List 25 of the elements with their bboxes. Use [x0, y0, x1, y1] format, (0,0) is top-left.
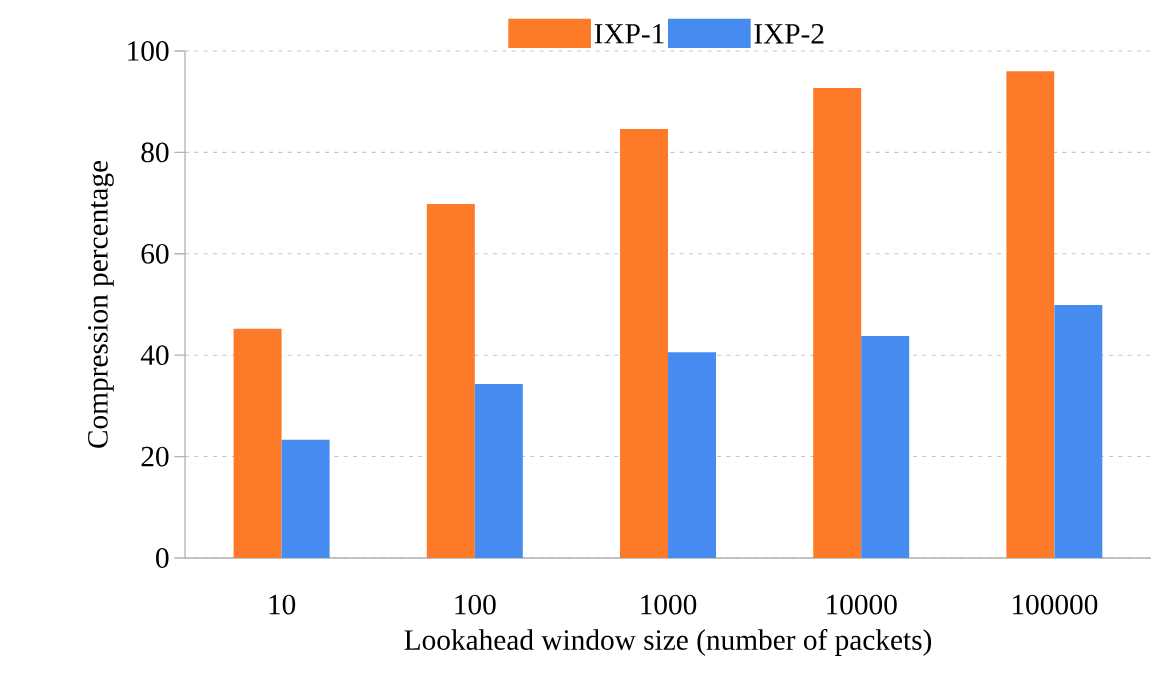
y-tick-label: 0 — [156, 548, 169, 568]
x-tick-label: 1000 — [641, 594, 697, 615]
x-tick-label: 10 — [269, 594, 296, 615]
x-tick-label: 100 — [455, 594, 496, 615]
bar — [1006, 71, 1055, 558]
y-axis-title: Compression percentage — [88, 160, 114, 448]
bar — [813, 88, 862, 558]
y-tick-label: 60 — [141, 243, 169, 264]
y-tick-label: 20 — [141, 446, 169, 467]
bar — [233, 328, 282, 558]
y-tick-label: 80 — [141, 142, 169, 163]
x-tick-label: 10000 — [827, 594, 897, 615]
x-tick-label: 100000 — [1012, 594, 1098, 615]
bar — [474, 384, 523, 558]
bar — [620, 129, 668, 558]
bar — [426, 204, 475, 558]
legend-label: IXP-1 — [594, 24, 664, 44]
y-tick-label: 100 — [128, 41, 169, 61]
legend-label: IXP-2 — [754, 23, 824, 44]
bar — [668, 352, 716, 558]
bar — [281, 439, 330, 558]
bar — [1054, 304, 1103, 558]
y-tick-label: 40 — [140, 345, 169, 366]
x-axis-title: Lookahead window size (number of packets) — [404, 628, 932, 656]
bar — [861, 335, 910, 558]
